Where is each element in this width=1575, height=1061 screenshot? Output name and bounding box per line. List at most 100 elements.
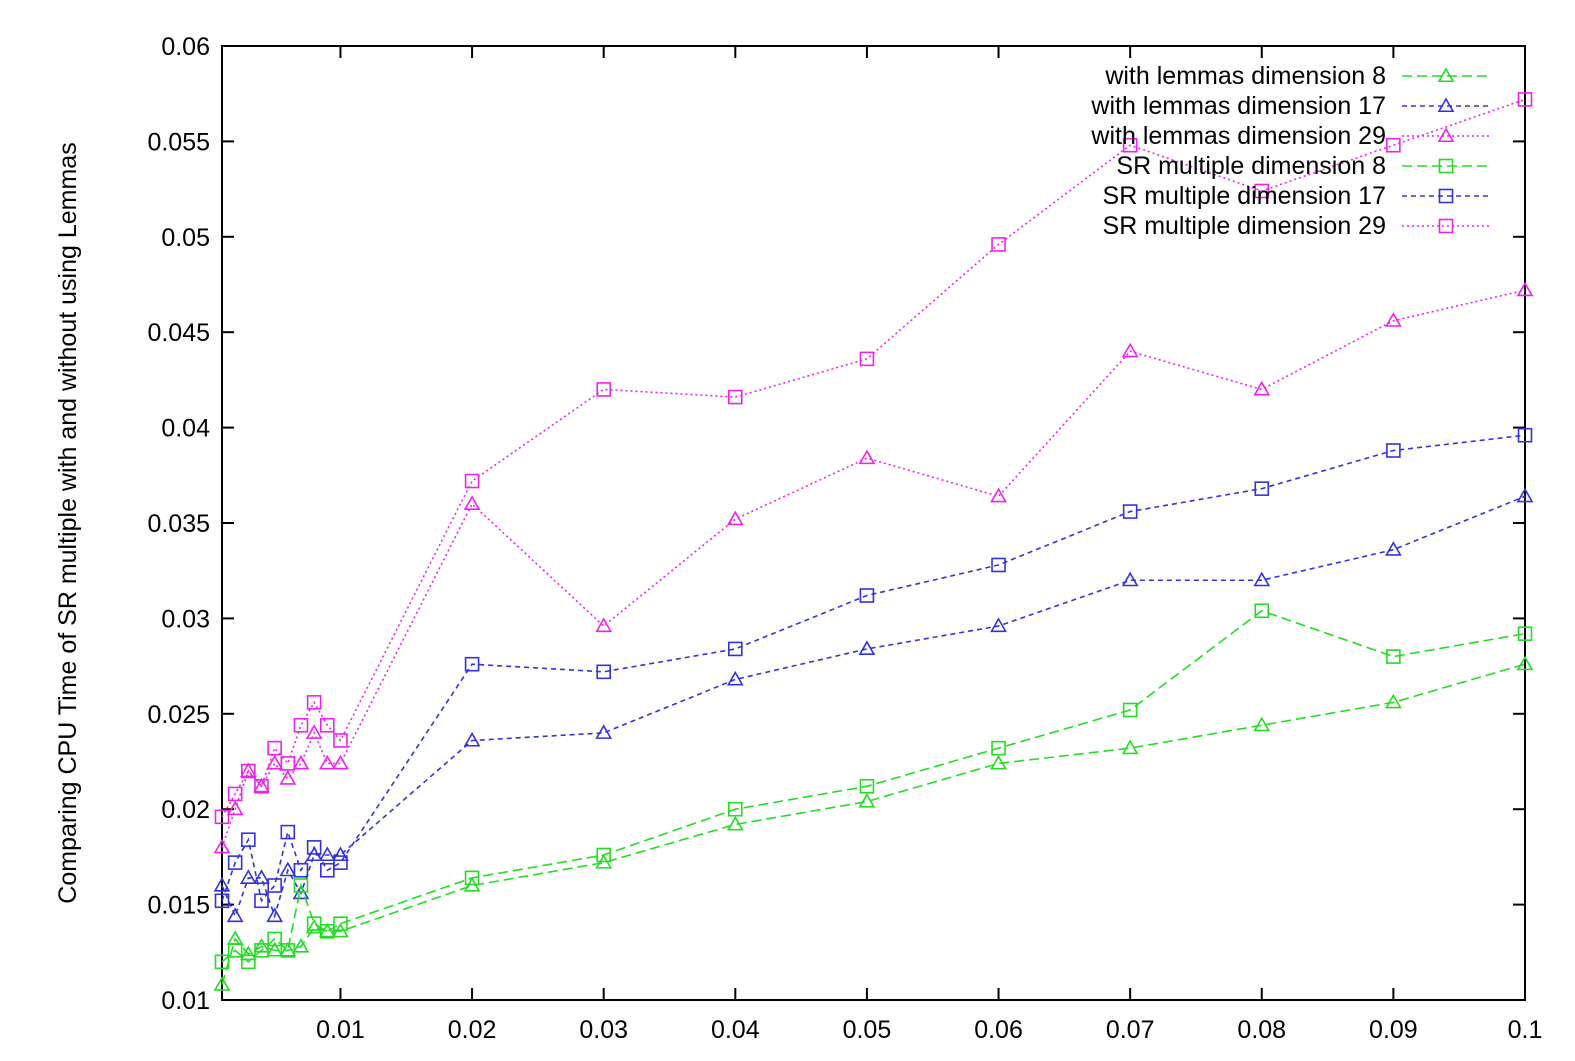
data-point — [241, 763, 256, 779]
data-point — [214, 809, 230, 825]
data-point — [293, 878, 309, 893]
data-point — [239, 945, 257, 961]
data-point — [226, 907, 244, 923]
data-point — [267, 931, 282, 947]
legend-item: SR multiple dimension 17 — [1103, 182, 1490, 210]
y-tick-label: 0.035 — [147, 510, 210, 538]
data-point — [239, 869, 257, 884]
data-point — [1517, 92, 1533, 107]
data-point — [726, 510, 744, 526]
x-tick-label: 0.02 — [448, 1016, 497, 1044]
series-6 — [214, 92, 1533, 825]
data-point — [596, 382, 611, 397]
data-point — [1516, 655, 1534, 671]
data-point — [227, 855, 243, 870]
data-point — [333, 733, 348, 748]
data-point — [1517, 626, 1533, 641]
data-point — [306, 695, 322, 710]
x-tick-label: 0.03 — [579, 1016, 628, 1044]
data-point — [213, 876, 231, 892]
data-point — [333, 916, 348, 931]
series-layer — [213, 92, 1534, 991]
data-point — [859, 351, 875, 367]
x-axis: 0.01 0.02 0.03 0.04 0.05 0.06 0.07 0.08 0.09 0.1 — [316, 46, 1542, 1044]
y-tick-label: 0.03 — [161, 605, 210, 633]
data-point — [1122, 702, 1138, 718]
data-point — [1121, 571, 1139, 587]
data-point — [728, 801, 743, 817]
data-point — [267, 740, 282, 756]
data-point — [595, 617, 613, 633]
data-point — [254, 779, 269, 794]
data-point — [1253, 380, 1271, 396]
legend-swatch-marker — [1437, 127, 1455, 143]
data-point — [464, 870, 480, 886]
data-point — [280, 824, 296, 840]
data-point — [227, 943, 243, 958]
data-point — [318, 754, 336, 770]
series-5 — [214, 427, 1533, 909]
y-tick-label: 0.045 — [147, 319, 210, 347]
data-point — [332, 846, 349, 862]
legend-label: with lemmas dimension 29 — [1090, 122, 1386, 150]
data-point — [464, 656, 480, 672]
data-point — [306, 840, 322, 855]
data-point — [319, 717, 335, 733]
data-point — [318, 846, 336, 862]
data-point — [1253, 571, 1271, 587]
legend-label: SR multiple dimension 29 — [1103, 212, 1386, 240]
data-point — [1253, 716, 1271, 732]
data-point — [266, 941, 284, 957]
data-point — [1516, 487, 1534, 503]
data-point — [213, 838, 231, 854]
x-tick-label: 0.06 — [974, 1016, 1023, 1044]
legend-item: with lemmas dimension 17 — [1090, 92, 1490, 120]
data-point — [214, 893, 230, 909]
y-tick-label: 0.025 — [147, 701, 210, 729]
x-tick-label: 0.04 — [711, 1016, 760, 1044]
y-tick-label: 0.055 — [147, 128, 210, 156]
data-point — [726, 815, 744, 831]
data-point — [319, 924, 335, 939]
data-point — [1385, 541, 1402, 556]
data-point — [293, 717, 309, 733]
x-tick-label: 0.09 — [1369, 1016, 1418, 1044]
data-point — [464, 473, 480, 489]
series-line — [221, 98, 1526, 818]
data-point — [990, 754, 1007, 770]
y-tick-label: 0.05 — [161, 224, 210, 252]
data-point — [1122, 504, 1138, 519]
data-point — [254, 943, 269, 958]
data-point — [266, 907, 284, 923]
series-line — [221, 495, 1526, 919]
data-point — [728, 389, 743, 405]
legend-label: with lemmas dimension 17 — [1090, 92, 1386, 120]
data-point — [1121, 342, 1139, 358]
y-tick-label: 0.04 — [161, 415, 210, 443]
data-point — [267, 878, 282, 893]
legend-label: with lemmas dimension 8 — [1104, 62, 1386, 90]
data-point — [213, 976, 231, 991]
x-tick-label: 0.07 — [1106, 1016, 1155, 1044]
data-point — [292, 937, 310, 953]
series-3 — [213, 281, 1534, 854]
data-point — [279, 861, 297, 877]
y-tick-label: 0.02 — [161, 796, 210, 824]
data-point — [254, 893, 269, 909]
legend-label: SR multiple dimension 17 — [1103, 182, 1386, 210]
series-4 — [214, 603, 1533, 970]
data-point — [226, 800, 244, 816]
data-point — [1385, 693, 1402, 709]
data-point — [253, 937, 270, 953]
data-point — [1254, 183, 1270, 199]
data-point — [1121, 739, 1139, 755]
data-point — [859, 779, 875, 794]
data-point — [253, 777, 270, 793]
data-point — [1122, 137, 1138, 153]
data-point — [306, 916, 322, 931]
data-point — [728, 641, 743, 657]
y-tick-label: 0.01 — [161, 987, 210, 1015]
data-point — [858, 640, 876, 655]
x-tick-label: 0.08 — [1237, 1016, 1286, 1044]
